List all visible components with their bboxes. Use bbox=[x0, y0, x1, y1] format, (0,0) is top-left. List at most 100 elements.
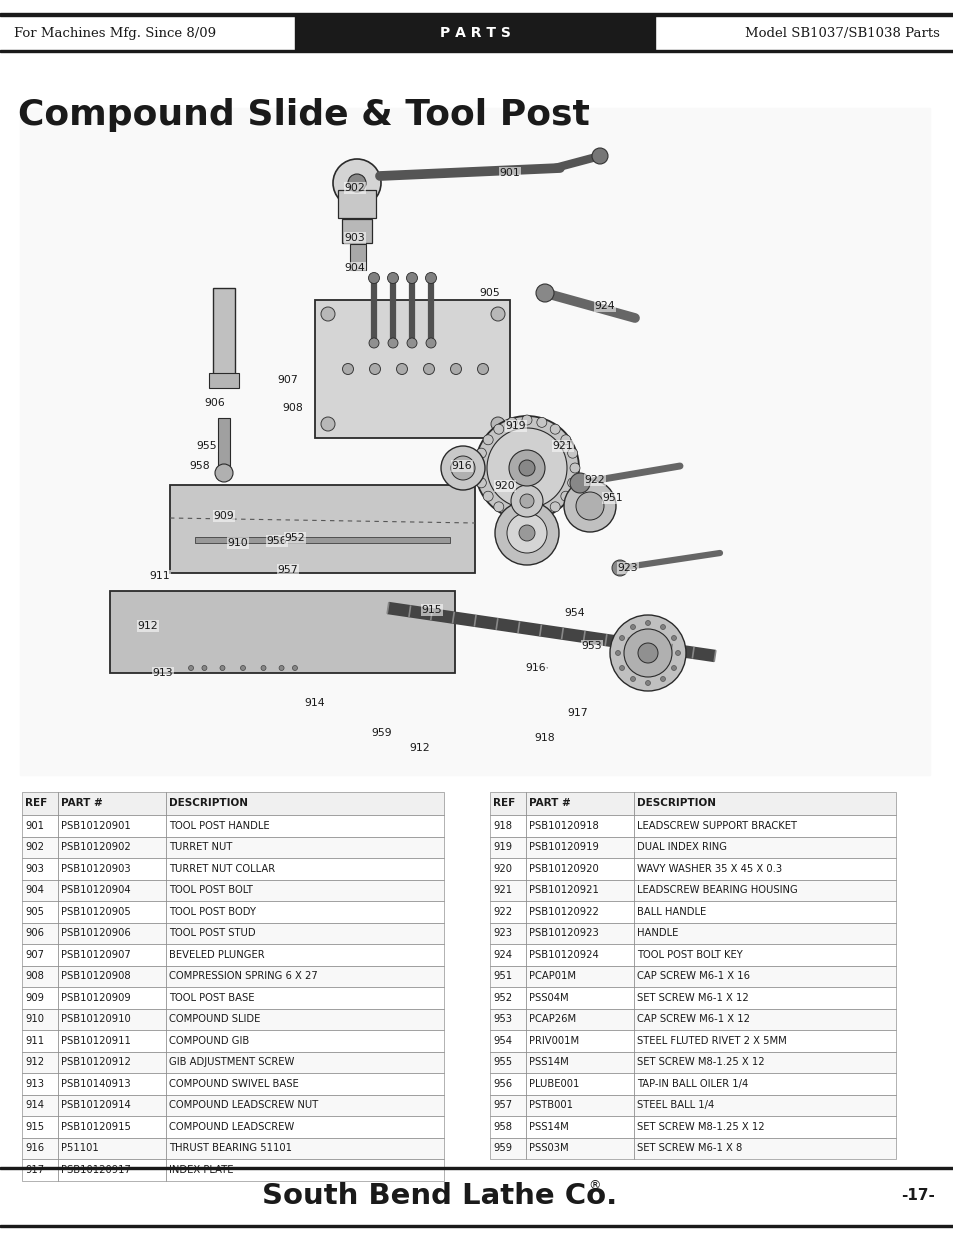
Circle shape bbox=[189, 666, 193, 671]
Text: -17-: -17- bbox=[901, 1188, 934, 1203]
Text: TAP-IN BALL OILER 1/4: TAP-IN BALL OILER 1/4 bbox=[637, 1078, 747, 1089]
Bar bbox=[58, 1094, 166, 1116]
Bar bbox=[58, 1116, 166, 1137]
Text: WAVY WASHER 35 X 45 X 0.3: WAVY WASHER 35 X 45 X 0.3 bbox=[637, 863, 781, 873]
Circle shape bbox=[368, 273, 379, 284]
Text: REF: REF bbox=[25, 799, 48, 809]
Bar bbox=[525, 1051, 634, 1073]
Text: SET SCREW M6-1 X 8: SET SCREW M6-1 X 8 bbox=[637, 1144, 741, 1153]
Circle shape bbox=[482, 435, 493, 445]
Text: 912: 912 bbox=[137, 621, 158, 631]
Bar bbox=[634, 836, 895, 858]
Text: 911: 911 bbox=[25, 1036, 44, 1046]
Text: PSB10120920: PSB10120920 bbox=[529, 863, 598, 873]
Text: PSB10120915: PSB10120915 bbox=[61, 1121, 131, 1131]
Text: REF: REF bbox=[493, 799, 515, 809]
Text: PRIV001M: PRIV001M bbox=[529, 1036, 578, 1046]
Circle shape bbox=[507, 417, 517, 427]
Bar bbox=[22, 987, 58, 1009]
Bar bbox=[166, 923, 443, 944]
Circle shape bbox=[645, 680, 650, 685]
Circle shape bbox=[560, 492, 570, 501]
Bar bbox=[525, 1030, 634, 1051]
Text: COMPOUND SLIDE: COMPOUND SLIDE bbox=[169, 1014, 260, 1024]
Bar bbox=[634, 1009, 895, 1030]
Circle shape bbox=[560, 435, 570, 445]
Bar bbox=[634, 987, 895, 1009]
Circle shape bbox=[342, 363, 354, 374]
Bar bbox=[22, 923, 58, 944]
Bar bbox=[525, 966, 634, 987]
Text: 923: 923 bbox=[617, 563, 638, 573]
Text: SET SCREW M8-1.25 X 12: SET SCREW M8-1.25 X 12 bbox=[637, 1121, 763, 1131]
Circle shape bbox=[387, 273, 398, 284]
Bar bbox=[22, 858, 58, 879]
Bar bbox=[490, 1137, 525, 1158]
Text: LEADSCREW SUPPORT BRACKET: LEADSCREW SUPPORT BRACKET bbox=[637, 821, 796, 831]
Circle shape bbox=[576, 492, 603, 520]
Text: PSB10120914: PSB10120914 bbox=[61, 1100, 131, 1110]
Bar bbox=[634, 1094, 895, 1116]
Text: PSS03M: PSS03M bbox=[529, 1144, 568, 1153]
Bar bbox=[58, 836, 166, 858]
Bar bbox=[166, 1009, 443, 1030]
Circle shape bbox=[486, 429, 566, 508]
Bar bbox=[634, 879, 895, 902]
Text: BEVELED PLUNGER: BEVELED PLUNGER bbox=[169, 950, 264, 960]
Text: 959: 959 bbox=[493, 1144, 512, 1153]
Bar bbox=[58, 1137, 166, 1158]
Bar bbox=[294, 16, 655, 49]
Text: 910: 910 bbox=[228, 538, 248, 548]
Circle shape bbox=[519, 494, 534, 508]
Bar bbox=[166, 1137, 443, 1158]
Circle shape bbox=[659, 677, 665, 682]
Text: DUAL INDEX RING: DUAL INDEX RING bbox=[637, 842, 726, 852]
Circle shape bbox=[425, 273, 436, 284]
Circle shape bbox=[220, 666, 225, 671]
Text: CAP SCREW M6-1 X 16: CAP SCREW M6-1 X 16 bbox=[637, 971, 749, 982]
Bar bbox=[525, 1116, 634, 1137]
Text: COMPOUND SWIVEL BASE: COMPOUND SWIVEL BASE bbox=[169, 1078, 298, 1089]
Circle shape bbox=[261, 666, 266, 671]
Circle shape bbox=[638, 643, 658, 663]
Bar bbox=[490, 944, 525, 966]
Text: 956: 956 bbox=[493, 1078, 512, 1089]
Text: PSB10120905: PSB10120905 bbox=[61, 906, 131, 916]
Bar bbox=[166, 1158, 443, 1181]
Circle shape bbox=[450, 363, 461, 374]
Bar bbox=[58, 1051, 166, 1073]
Circle shape bbox=[507, 509, 517, 519]
Bar bbox=[525, 944, 634, 966]
Text: 904: 904 bbox=[344, 263, 365, 273]
Circle shape bbox=[388, 338, 397, 348]
Circle shape bbox=[618, 636, 624, 641]
Circle shape bbox=[567, 448, 578, 458]
Circle shape bbox=[569, 473, 589, 493]
Text: DESCRIPTION: DESCRIPTION bbox=[169, 799, 248, 809]
Bar bbox=[58, 987, 166, 1009]
Bar bbox=[166, 815, 443, 836]
Bar bbox=[525, 1073, 634, 1094]
Text: COMPRESSION SPRING 6 X 27: COMPRESSION SPRING 6 X 27 bbox=[169, 971, 317, 982]
Bar bbox=[22, 966, 58, 987]
Circle shape bbox=[536, 284, 554, 303]
Text: PSB10120903: PSB10120903 bbox=[61, 863, 131, 873]
Text: 907: 907 bbox=[277, 375, 298, 385]
Bar bbox=[634, 966, 895, 987]
Text: PSB10120901: PSB10120901 bbox=[61, 821, 131, 831]
Circle shape bbox=[491, 308, 504, 321]
Bar bbox=[209, 373, 239, 388]
Bar bbox=[166, 1116, 443, 1137]
Bar bbox=[213, 288, 234, 378]
Circle shape bbox=[671, 636, 676, 641]
Bar bbox=[166, 944, 443, 966]
Circle shape bbox=[494, 424, 503, 435]
Bar bbox=[490, 858, 525, 879]
Text: 924: 924 bbox=[493, 950, 512, 960]
Circle shape bbox=[630, 677, 635, 682]
Text: ®: ® bbox=[587, 1179, 599, 1193]
Bar bbox=[634, 923, 895, 944]
Text: 906: 906 bbox=[204, 398, 225, 408]
Text: THRUST BEARING 51101: THRUST BEARING 51101 bbox=[169, 1144, 292, 1153]
Text: TOOL POST BOLT KEY: TOOL POST BOLT KEY bbox=[637, 950, 742, 960]
